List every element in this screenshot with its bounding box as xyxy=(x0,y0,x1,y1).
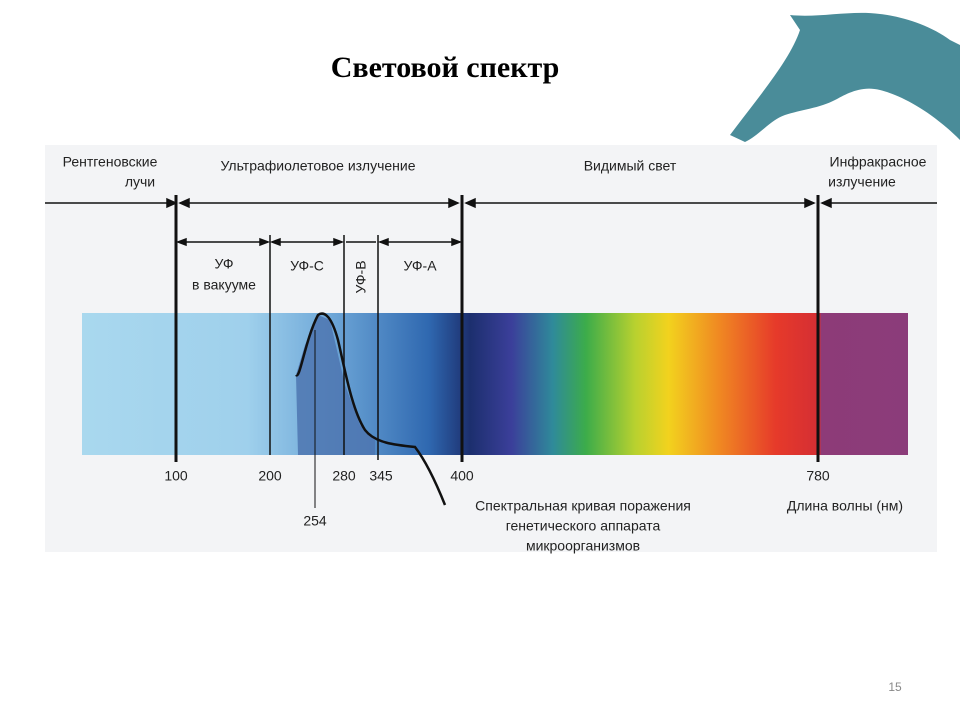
axis-label: Длина волны (нм) xyxy=(787,498,903,514)
band-label: в вакууме xyxy=(192,277,256,293)
region-label: Инфракрасное xyxy=(830,154,927,170)
region-label: излучение xyxy=(828,174,896,190)
caption: Спектральная кривая поражения xyxy=(475,498,691,514)
tick-label: 100 xyxy=(164,468,188,484)
uv-boundaries xyxy=(269,235,379,460)
band-label: УФ xyxy=(214,256,233,272)
damage-curve xyxy=(294,312,447,506)
tick-label: 400 xyxy=(450,468,474,484)
caption: генетического аппарата xyxy=(506,518,661,534)
region-label: Ультрафиолетовое излучение xyxy=(220,158,415,174)
caption: микроорганизмов xyxy=(526,538,640,554)
region-label: лучи xyxy=(125,174,155,190)
boundaries xyxy=(174,195,820,462)
peak-label: 254 xyxy=(303,513,327,529)
tick-label: 345 xyxy=(369,468,393,484)
region-label: Видимый свет xyxy=(584,158,677,174)
tick-label: 280 xyxy=(332,468,356,484)
logo xyxy=(730,12,960,143)
arrows xyxy=(45,197,937,247)
tick-label: 780 xyxy=(806,468,830,484)
slide-title: Световой спектр xyxy=(331,51,560,84)
region-label: Рентгеновские xyxy=(63,154,158,170)
band-label: УФ-С xyxy=(290,258,324,274)
curve-area xyxy=(296,315,375,455)
spectrum-bar xyxy=(82,313,908,455)
band-label: УФ-В xyxy=(353,260,369,293)
band-label: УФ-А xyxy=(403,258,437,274)
tick-label: 200 xyxy=(258,468,282,484)
page-number: 15 xyxy=(888,680,902,694)
